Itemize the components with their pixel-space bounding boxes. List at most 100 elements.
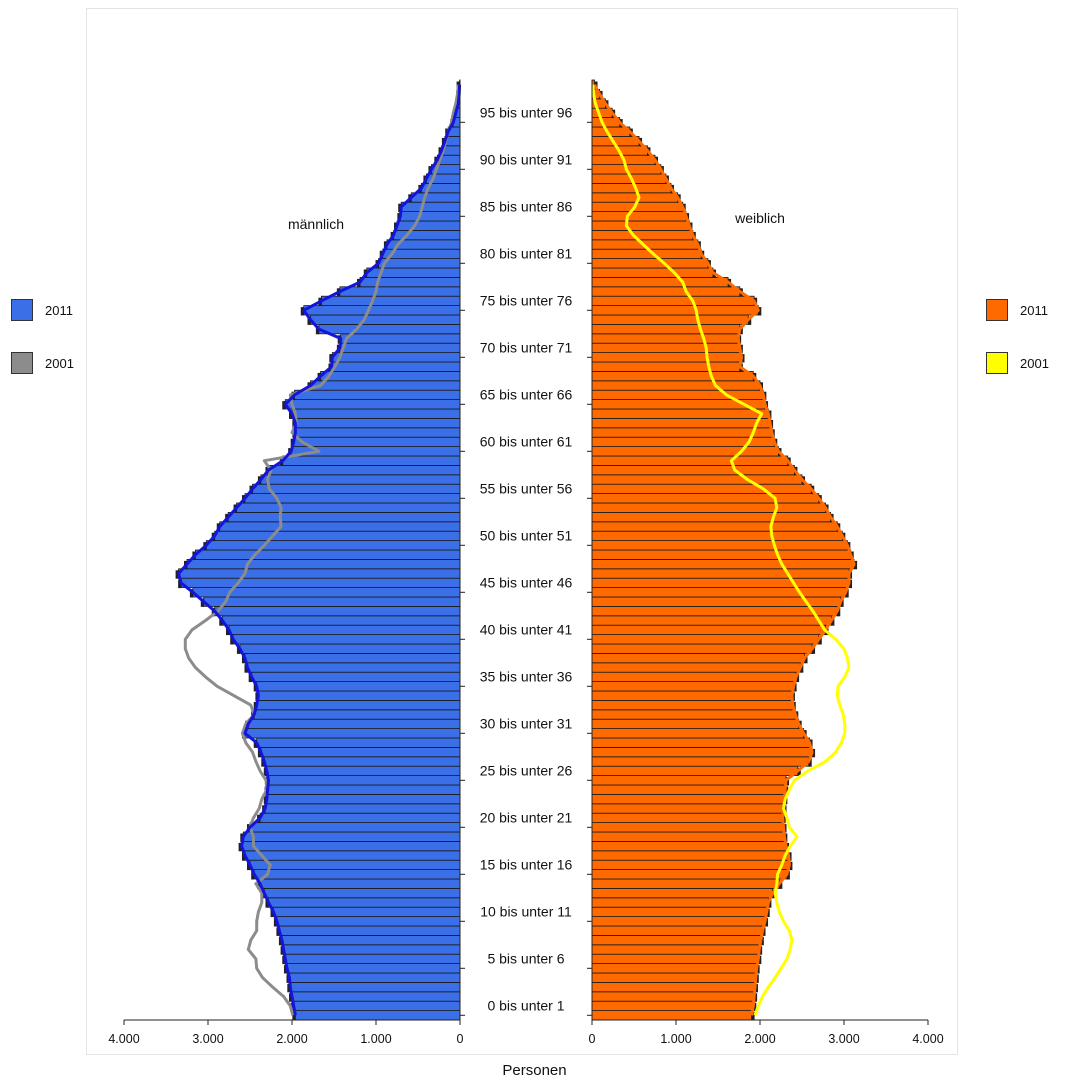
female-2011-bar [591,229,694,241]
female-2011-bar [591,728,805,739]
female-2011-bar [591,869,788,880]
age-label: 75 bis unter 76 [480,292,573,308]
female-bar-shadow [756,965,760,974]
female-bar-shadow [818,636,822,645]
male-2011-bar [267,784,461,795]
male-2011-bar [194,549,461,560]
male-2011-bar [249,822,461,833]
x-tick-label: 0 [589,1032,596,1046]
female-2011-bar [591,972,757,983]
male-2011-bar [378,258,461,269]
male-bar-shadow [257,880,261,889]
male-2011-bar [221,615,461,626]
male-2011-bars [175,79,461,1021]
female-2011-bar [591,258,709,269]
male-label: männlich [288,216,344,232]
male-2011-bar [247,662,461,673]
male-bar-shadow [283,965,287,974]
male-2011-bar [263,756,461,767]
male-2011-bar [281,935,461,946]
female-2011-bar [591,512,831,523]
female-2011-bar [591,859,790,871]
male-2011-bar [256,681,461,692]
age-label: 30 bis unter 31 [480,715,573,731]
age-label: 45 bis unter 46 [480,574,573,590]
male-2011-bar [227,512,461,523]
female-2011-bar [591,286,741,297]
age-label: 25 bis unter 26 [480,762,573,778]
male-2011-bar [284,953,461,965]
female-2011-bar [591,756,810,767]
male-bar-shadow [257,748,261,758]
series-lines [177,83,856,1016]
x-axis-title: Personen [502,1062,567,1079]
male-bar-shadow [280,946,284,955]
female-bar-shadow [766,908,770,918]
male-2011-bar [410,192,461,203]
female-2011-outline [593,83,856,1016]
female-2011-bar [591,389,764,401]
female-2011-bar [591,568,850,579]
male-2011-bar [331,352,461,363]
male-2011-bar [180,577,461,589]
male-bar-shadow [292,419,296,429]
female-bar-shadow [741,354,745,363]
male-2011-bar [256,700,461,711]
male-2011-bar [310,314,461,325]
female-2011-bar [591,502,826,513]
female-2011-bar [591,577,850,589]
female-bar-shadow [785,786,789,795]
male-2011-bar [239,643,461,654]
male-bar-shadow [241,852,245,861]
female-2011-bar [591,747,813,758]
male-2011-bar [236,502,461,513]
male-bar-shadow [236,645,240,654]
age-label: 95 bis unter 96 [480,104,573,120]
male-2011-bar [266,794,461,805]
x-tick-label: 1.000 [360,1032,391,1046]
legend-left-2011: 2011 [11,299,73,321]
female-2011-bar [591,662,801,673]
male-bar-shadow [251,871,255,880]
female-2011-bar [591,493,820,504]
male-2011-bar [214,606,461,617]
male-2011-bar [219,521,461,532]
male-bar-shadow [289,410,292,419]
female-2011-bar [591,342,741,354]
female-2011-bar [591,831,785,842]
female-2011-bar [591,700,794,711]
female-bar-shadow [779,880,783,889]
age-label: 35 bis unter 36 [480,668,573,684]
female-bar-shadow [748,316,752,325]
male-2011-bar [293,1000,461,1012]
male-bar-shadow [253,683,257,692]
female-2011-bar [591,681,795,692]
female-2011-bar [591,775,787,786]
female-2011-bar [591,380,761,391]
age-label: 85 bis unter 86 [480,198,573,214]
male-2011-bar [260,747,461,758]
male-2011-bar [251,671,461,683]
male-2011-bar [273,906,461,918]
female-2011-bar [591,182,672,194]
x-tick-label: 1.000 [660,1032,691,1046]
chart-frame [86,8,958,1055]
age-label: 55 bis unter 56 [480,480,573,496]
x-tick-label: 4.000 [912,1032,943,1046]
female-2011-bar [591,352,742,363]
female-bar-shadow [765,918,769,927]
female-bar-shadow [754,993,758,1002]
x-tick-label: 3.000 [828,1032,859,1046]
female-bar-shadow [758,955,762,965]
male-bar-shadow [265,899,269,908]
male-bar-shadow [315,325,319,335]
legend-label: 2001 [45,355,74,371]
age-label: 40 bis unter 41 [480,621,573,637]
female-2011-bar [591,305,759,316]
male-2011-bar [400,201,461,212]
male-2011-bar [294,389,461,401]
male-2011-bar [253,869,461,880]
male-bar-shadow [286,974,290,983]
female-2011-bar [591,671,797,683]
female-2011-bar [591,606,838,617]
